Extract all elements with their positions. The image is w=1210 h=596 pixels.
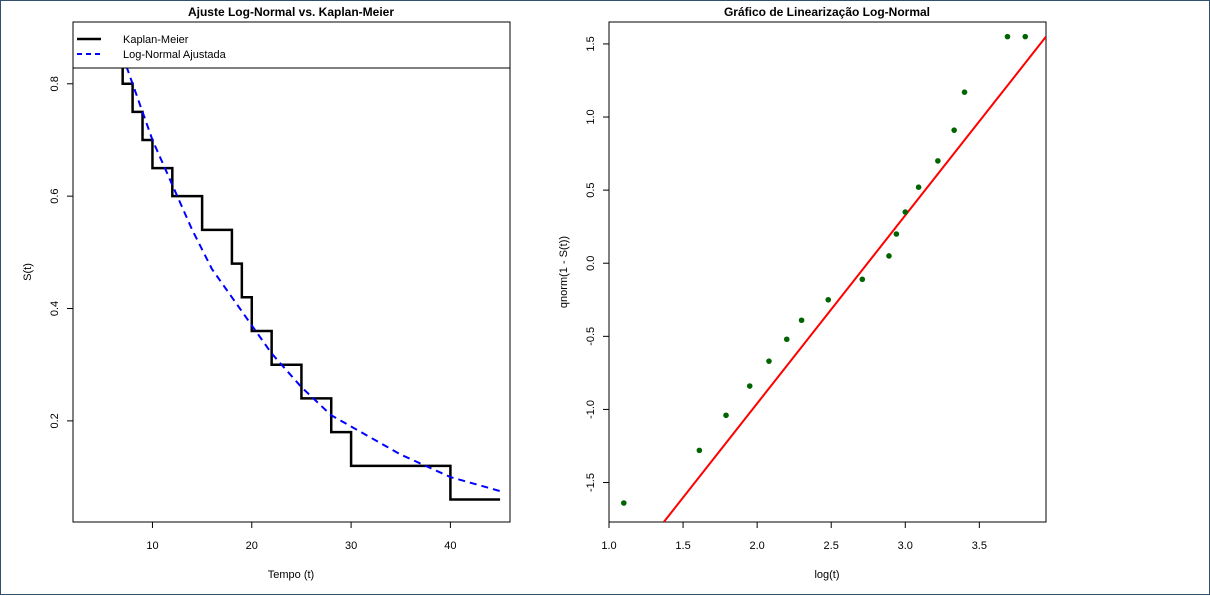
- right-y-tick-label: 1.5: [585, 36, 597, 51]
- scatter-point: [859, 276, 866, 283]
- scatter-point: [621, 500, 627, 506]
- scatter-point: [723, 412, 729, 419]
- regression-line: [663, 36, 1046, 522]
- right-x-tick-label: 2.0: [749, 540, 764, 552]
- left-chart: Ajuste Log-Normal vs. Kaplan-Meier 10 20 3…: [22, 5, 511, 581]
- scatter-point: [935, 158, 941, 164]
- right-x-axis-label: log(t): [814, 569, 839, 581]
- scatter-point: [1022, 33, 1029, 40]
- right-plot-frame: [608, 21, 1047, 523]
- legend-box: [72, 21, 511, 69]
- left-x-tick-label: 20: [246, 540, 258, 552]
- scatter-point: [798, 317, 805, 324]
- scatter-point: [766, 358, 772, 364]
- left-x-tick-label: 40: [444, 540, 456, 552]
- scatter-point: [915, 184, 922, 191]
- left-y-tick-label: 0.2: [49, 413, 61, 428]
- left-y-tick-label: 0.8: [49, 76, 61, 91]
- right-chart: Gráfico de Linearização Log-Normal 1.0 1.…: [558, 5, 1047, 581]
- left-y-tick-label: 0.4: [49, 301, 61, 316]
- log-normal-fitted-curve: [125, 68, 501, 493]
- left-legend: Kaplan-Meier Log-Normal Ajustada: [72, 21, 511, 69]
- scatter-point: [902, 209, 909, 215]
- left-x-axis-label: Tempo (t): [268, 569, 314, 581]
- left-y-axis-label: S(t): [22, 263, 34, 281]
- right-y-tick-label: -0.5: [585, 327, 597, 346]
- legend-log-normal-label: Log-Normal Ajustada: [123, 49, 227, 61]
- right-x-tick-label: 2.5: [824, 540, 839, 552]
- right-y-axis-label: qnorm(1 - S(t)): [558, 236, 570, 308]
- scatter-point: [783, 336, 790, 343]
- scatter-point: [893, 231, 900, 237]
- right-x-tick-label: 3.0: [898, 540, 913, 552]
- right-x-tick-label: 3.5: [972, 540, 987, 552]
- kaplan-meier-step-line: [121, 68, 501, 501]
- scatter-point: [825, 296, 832, 303]
- right-x-tick-label: 1.0: [601, 540, 616, 552]
- right-y-tick-label: 0.0: [585, 256, 597, 271]
- left-plot-frame: [72, 21, 511, 523]
- scatter-point: [951, 127, 957, 133]
- right-y-tick-label: -1.0: [585, 400, 597, 419]
- right-y-tick-label: -1.5: [585, 473, 597, 492]
- scatter-point: [746, 383, 753, 389]
- left-y-tick-label: 0.6: [49, 189, 61, 204]
- scatter-point: [1004, 33, 1011, 40]
- right-y-tick-label: 1.0: [585, 109, 597, 124]
- legend-kaplan-meier-label: Kaplan-Meier: [123, 34, 189, 46]
- left-x-tick-label: 10: [146, 540, 158, 552]
- left-chart-title: Ajuste Log-Normal vs. Kaplan-Meier: [188, 5, 394, 19]
- scatter-point: [696, 447, 703, 454]
- right-x-tick-label: 1.5: [675, 540, 690, 552]
- left-x-tick-label: 30: [345, 540, 357, 552]
- right-chart-title: Gráfico de Linearização Log-Normal: [724, 5, 930, 19]
- scatter-point: [961, 89, 968, 95]
- scatter-point: [886, 253, 892, 259]
- right-y-tick-label: 0.5: [585, 182, 597, 197]
